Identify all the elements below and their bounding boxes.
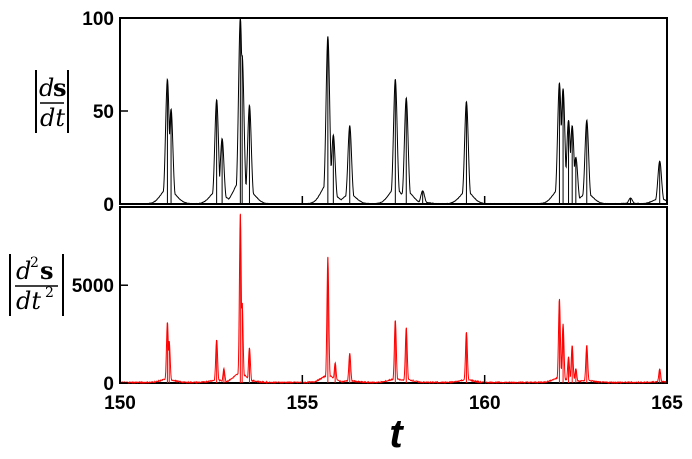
svg-text:d: d (16, 257, 31, 285)
xtick-label: 160 (469, 393, 501, 414)
svg-text:2: 2 (45, 285, 54, 301)
xtick-label: 155 (286, 393, 318, 414)
top-series-line (119, 17, 668, 205)
top-ylabel: d s dt (35, 70, 69, 133)
xtick-label: 150 (104, 393, 136, 414)
bottom-ylabel: d 2 s dt 2 (9, 254, 64, 316)
ytick-label: 50 (93, 102, 114, 123)
tick-group: 0 50 100 0 5000 150 155 160 165 (72, 9, 684, 414)
ytick-label: 5000 (72, 276, 114, 297)
svg-text:s: s (40, 256, 54, 285)
top-series-group (119, 17, 668, 205)
svg-text:s: s (53, 73, 67, 102)
bottom-panel-frame (119, 206, 668, 384)
ytick-label: 0 (103, 374, 114, 395)
ytick-label: 0 (103, 195, 114, 216)
x-axis-label: t (389, 412, 404, 456)
svg-text:dt: dt (40, 104, 65, 132)
svg-text:d: d (39, 74, 54, 102)
bottom-series-group (119, 213, 668, 385)
svg-text:dt: dt (16, 287, 41, 315)
ytick-label: 100 (82, 9, 114, 30)
xtick-label: 165 (651, 393, 683, 414)
bottom-series-line (119, 213, 668, 385)
svg-text:2: 2 (30, 255, 39, 271)
